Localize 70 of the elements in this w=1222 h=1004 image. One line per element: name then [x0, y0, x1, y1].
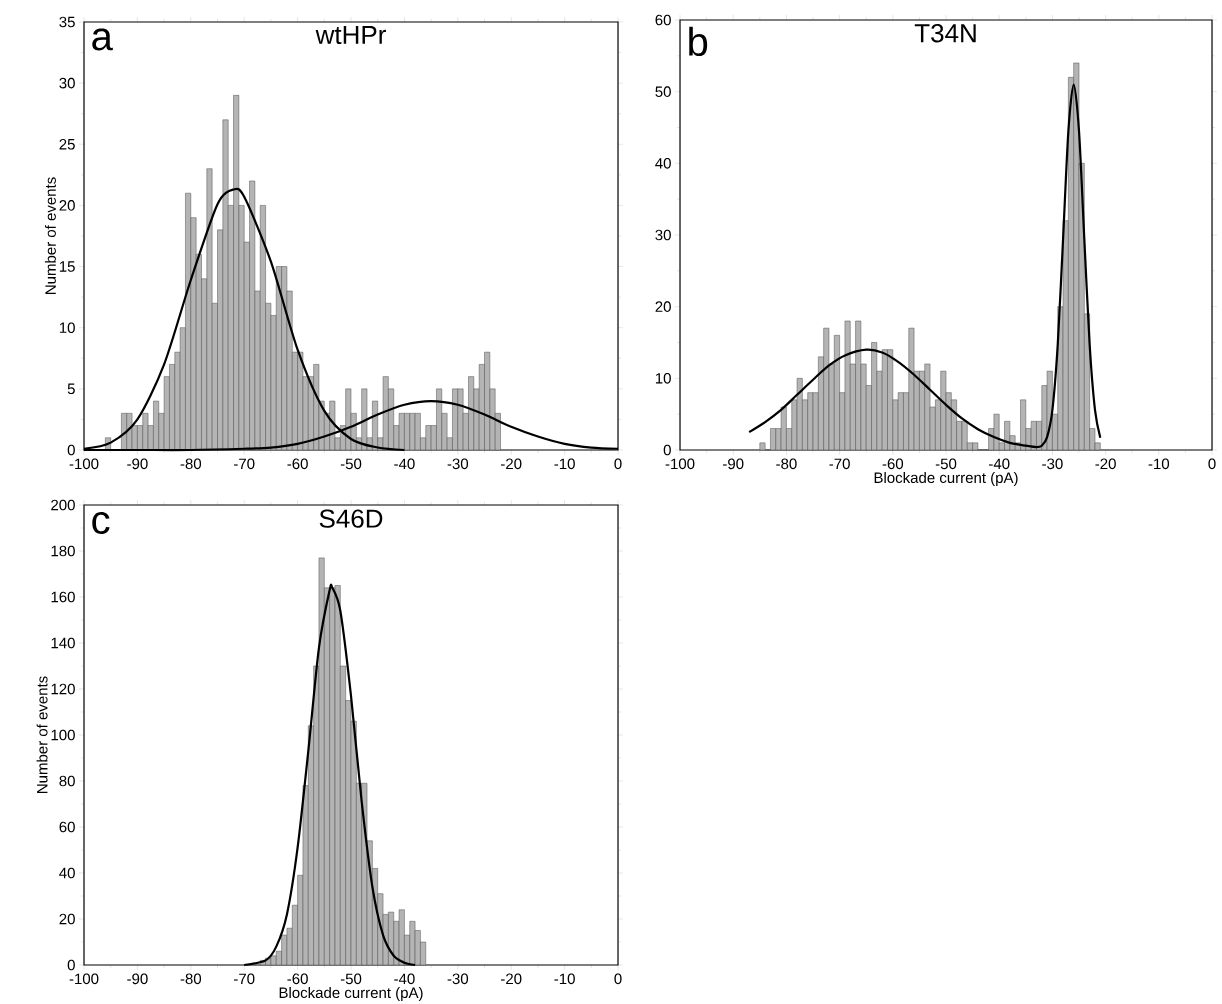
y-axis-title: Number of events: [44, 177, 56, 294]
x-tick-label: -60: [287, 973, 308, 984]
y-tick-label: 20: [59, 199, 75, 211]
y-tick-label: 20: [59, 913, 75, 925]
x-tick-label: 0: [614, 458, 622, 469]
x-tick-label: -30: [447, 973, 469, 984]
y-tick-label: 35: [59, 16, 75, 28]
x-tick-label: -40: [989, 458, 1010, 469]
x-axis-title: Blockade current (pA): [279, 986, 423, 1001]
x-axis-title: Blockade current (pA): [874, 471, 1018, 486]
x-tick-label: -50: [935, 458, 957, 469]
x-tick-label: -90: [127, 973, 148, 984]
x-tick-label: -50: [340, 458, 362, 469]
chart-title: S46D: [319, 509, 383, 528]
x-tick-label: 0: [614, 973, 622, 984]
x-tick-label: -60: [287, 458, 308, 469]
chart-title: T34N: [914, 23, 976, 43]
y-tick-label: 10: [655, 372, 671, 384]
y-tick-label: 40: [59, 867, 75, 879]
y-tick-label: 15: [59, 261, 75, 272]
x-tick-label: -90: [127, 458, 148, 469]
y-tick-label: 80: [59, 775, 75, 787]
x-tick-label: -70: [234, 973, 255, 984]
x-tick-label: -80: [776, 458, 797, 469]
y-axis-title: Number of events: [36, 676, 48, 793]
y-tick-label: 0: [67, 959, 75, 971]
y-tick-label: 30: [59, 77, 75, 89]
y-tick-label: 20: [655, 301, 671, 312]
x-tick-label: -40: [394, 458, 415, 469]
chart-title: wtHPr: [315, 25, 386, 44]
annotation: b: [689, 26, 708, 56]
x-tick-label: -10: [554, 973, 575, 984]
x-tick-label: -90: [723, 458, 744, 469]
x-tick-label: -30: [1042, 458, 1063, 469]
x-tick-label: -100: [69, 458, 99, 469]
y-tick-label: 50: [655, 86, 671, 97]
y-tick-label: 25: [59, 138, 75, 150]
x-tick-label: -10: [554, 458, 575, 469]
y-tick-label: 60: [655, 14, 671, 26]
x-tick-label: -70: [829, 458, 850, 469]
y-tick-label: 180: [51, 545, 75, 557]
y-tick-label: 5: [67, 383, 75, 394]
x-tick-label: -40: [394, 973, 415, 984]
y-tick-label: 0: [67, 444, 75, 456]
y-tick-label: 0: [663, 444, 671, 456]
x-tick-label: -100: [665, 458, 695, 469]
y-tick-label: 40: [655, 157, 671, 169]
x-tick-label: -20: [1095, 458, 1116, 469]
x-tick-label: -10: [1148, 458, 1170, 469]
annotation: a: [92, 28, 113, 51]
x-tick-label: -80: [180, 973, 202, 984]
y-tick-label: 10: [59, 322, 75, 333]
x-tick-label: -80: [180, 458, 202, 469]
x-tick-label: -60: [882, 458, 904, 469]
x-tick-label: -20: [501, 458, 522, 469]
y-tick-label: 100: [51, 729, 75, 741]
y-tick-label: 30: [655, 229, 671, 241]
y-tick-label: 120: [51, 683, 75, 695]
annotation: c: [92, 511, 110, 534]
x-tick-label: 0: [1208, 458, 1216, 469]
y-tick-label: 140: [51, 637, 75, 649]
y-tick-label: 60: [59, 821, 75, 833]
x-tick-label: -30: [447, 458, 469, 469]
line-series: [748, 83, 1102, 449]
y-tick-label: 200: [51, 499, 75, 511]
x-tick-label: -20: [501, 973, 522, 984]
x-tick-label: -100: [69, 973, 99, 984]
x-tick-label: -50: [340, 973, 362, 984]
y-tick-label: 160: [51, 591, 75, 603]
x-tick-label: -70: [234, 458, 255, 469]
